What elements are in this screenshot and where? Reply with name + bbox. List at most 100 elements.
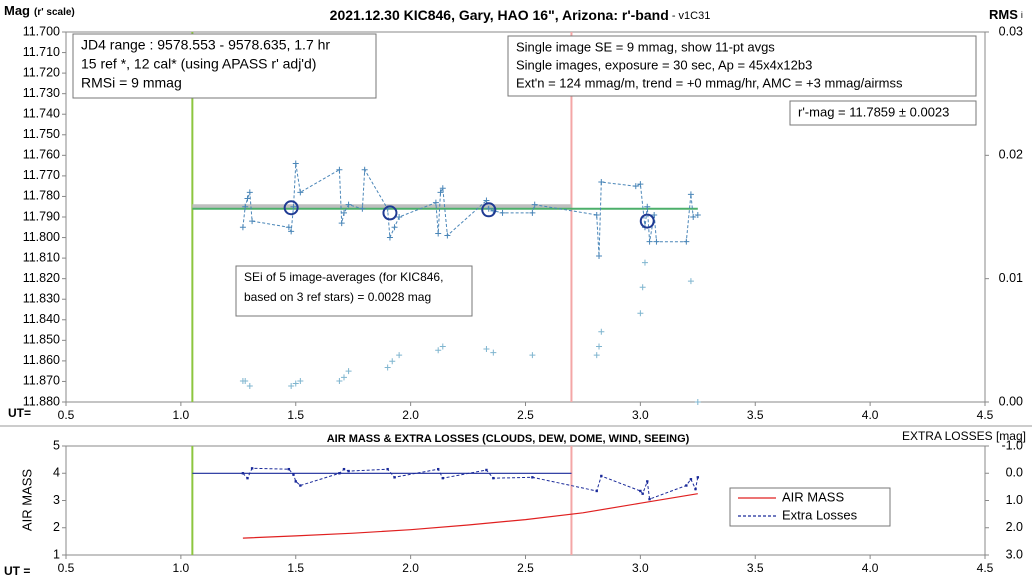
point [637,181,644,188]
annotation-text: SEi of 5 image-averages (for KIC846, [244,270,443,284]
point [347,469,350,473]
point [246,382,253,389]
y2-tick-label: 0.01 [999,271,1023,285]
y2-tick-label: 0.0 [1006,466,1023,480]
x-tick-label: 3.5 [747,561,764,575]
y2-tick-label: 0.03 [999,24,1023,38]
point [340,374,347,381]
annotation-text: Ext'n = 124 mmag/m, trend = +0 mmag/hr, … [516,75,903,90]
point [336,378,343,385]
point [439,343,446,350]
chart-title: AIR MASS & EXTRA LOSSES (CLOUDS, DEW, DO… [327,433,690,445]
point [288,228,295,235]
point [646,238,653,245]
annotation-text: 15 ref *, 12 cal* (using APASS r' adj'd) [81,56,316,72]
point [389,358,396,365]
point [292,380,299,387]
x-tick-label: 1.0 [173,561,190,575]
point [435,347,442,354]
point [345,368,352,375]
annotation-text: JD4 range : 9578.553 - 9578.635, 1.7 hr [81,37,330,53]
y-tick-label: 5 [53,438,60,452]
y-tick-label: 11.700 [23,24,60,38]
point [598,328,605,335]
y-tick-label: 11.880 [23,394,60,408]
legend-box [729,487,891,527]
y-tick-label: 11.750 [23,127,60,141]
point [239,224,246,231]
point [342,467,346,471]
y-label: Mag [4,3,30,18]
point [639,284,646,291]
point [648,497,651,501]
y-axis-label: Mag (r' scale) [4,3,75,18]
point [485,468,488,472]
point [689,478,693,481]
annotation-text: RMSi = 9 mmag [81,75,182,91]
point [345,201,352,208]
point [359,205,366,212]
point [297,189,304,196]
point [646,480,649,483]
point [687,278,694,285]
point [435,230,442,237]
point [242,378,249,385]
point [241,472,245,475]
point [386,467,389,471]
point [285,224,292,231]
annotation-text: based on 3 ref stars) = 0.0028 mag [244,290,431,304]
y-tick-label: 11.770 [23,168,60,182]
y-tick-label: 11.870 [23,374,60,388]
point [340,209,347,216]
y2-tick-label: 3.0 [1006,547,1023,561]
y-tick-label: 11.730 [23,86,60,100]
point [641,259,648,266]
x-axis-label: UT = [4,564,30,578]
point [336,166,343,173]
point [531,476,534,479]
point [639,489,642,493]
point [436,467,440,471]
point [294,480,297,483]
point [483,345,490,352]
average-point [481,202,497,218]
point [287,467,291,471]
point [299,484,302,487]
point [685,484,688,487]
title: 2021.12.30 KIC846, Gary, HAO 16", Arizon… [330,7,669,23]
x-tick-label: 1.5 [287,408,304,422]
average-point [283,200,299,216]
x-tick-label: 1.0 [173,408,190,422]
annotation-box [235,265,473,317]
point [290,203,297,210]
legend-label: AIR MASS [782,489,844,504]
point [441,476,444,480]
y2-label-sub: i [1021,10,1023,20]
y-tick-label: 1 [53,547,60,561]
y2-tick-label: 2.0 [1006,520,1023,534]
annotation-box [789,100,977,126]
annotation-box [72,33,377,99]
x-tick-label: 4.5 [977,408,994,422]
point [531,201,538,208]
point [596,253,603,260]
y-tick-label: 11.850 [23,333,60,347]
point [244,195,251,202]
point [444,232,451,239]
point [391,224,398,231]
point [250,467,254,470]
annotation-box [507,35,977,97]
point [637,310,644,317]
point [499,209,506,216]
point [598,179,605,186]
point [595,489,598,493]
y2-axis-label: EXTRA LOSSES [mag] [902,429,1026,443]
point [593,352,600,359]
y2-tick-label: 1.0 [1006,493,1023,507]
point [485,205,492,212]
y-tick-label: 11.840 [23,312,60,326]
chart-title: 2021.12.30 KIC846, Gary, HAO 16", Arizon… [330,7,711,23]
point [694,399,701,405]
y-tick-label: 11.830 [23,292,60,306]
